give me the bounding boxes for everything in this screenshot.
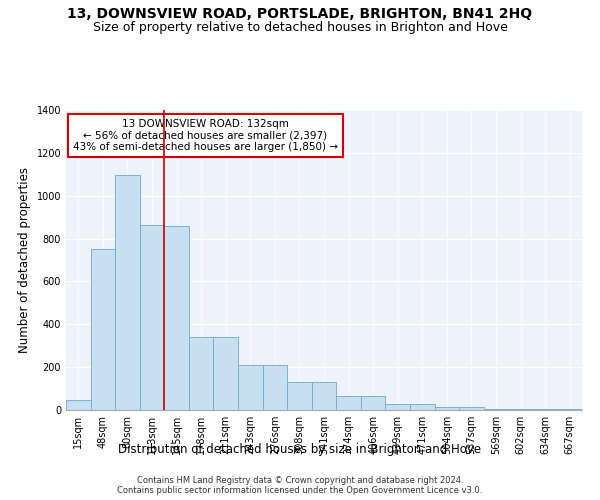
Text: Size of property relative to detached houses in Brighton and Hove: Size of property relative to detached ho… xyxy=(92,21,508,34)
Bar xyxy=(434,408,459,410)
Text: Distribution of detached houses by size in Brighton and Hove: Distribution of detached houses by size … xyxy=(118,442,482,456)
Bar xyxy=(140,224,164,410)
Bar xyxy=(312,382,336,410)
Bar xyxy=(336,396,361,410)
Bar xyxy=(189,337,214,410)
Bar xyxy=(508,408,533,410)
Bar xyxy=(164,226,189,410)
Bar xyxy=(115,176,140,410)
Bar xyxy=(238,365,263,410)
Text: 13 DOWNSVIEW ROAD: 132sqm
← 56% of detached houses are smaller (2,397)
43% of se: 13 DOWNSVIEW ROAD: 132sqm ← 56% of detac… xyxy=(73,119,338,152)
Bar xyxy=(214,337,238,410)
Bar xyxy=(459,408,484,410)
Bar xyxy=(91,250,115,410)
Y-axis label: Number of detached properties: Number of detached properties xyxy=(18,167,31,353)
Bar xyxy=(361,396,385,410)
Bar xyxy=(410,404,434,410)
Bar xyxy=(557,408,582,410)
Bar xyxy=(287,382,312,410)
Bar xyxy=(533,408,557,410)
Bar xyxy=(66,400,91,410)
Bar xyxy=(484,408,508,410)
Bar xyxy=(263,365,287,410)
Bar xyxy=(385,404,410,410)
Text: 13, DOWNSVIEW ROAD, PORTSLADE, BRIGHTON, BN41 2HQ: 13, DOWNSVIEW ROAD, PORTSLADE, BRIGHTON,… xyxy=(67,8,533,22)
Text: Contains HM Land Registry data © Crown copyright and database right 2024.
Contai: Contains HM Land Registry data © Crown c… xyxy=(118,476,482,495)
